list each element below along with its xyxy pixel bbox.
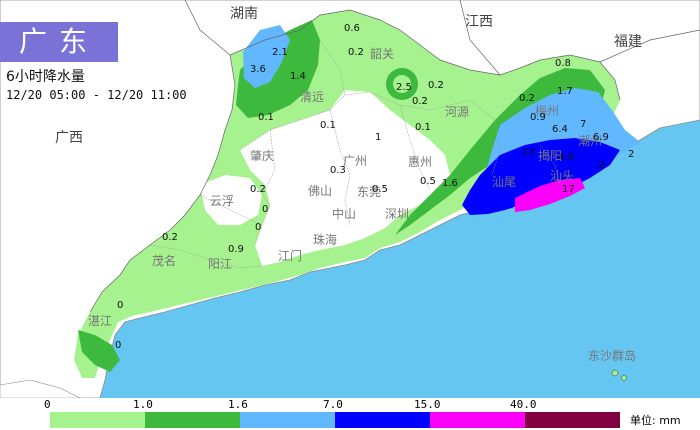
label-jiangmen: 江门 [278, 248, 302, 263]
rain-zone-none-west [200, 175, 262, 225]
label-zhongshan: 中山 [332, 206, 356, 221]
rain-zone-blue-nw [243, 25, 290, 88]
label-dongguan: 东莞 [357, 185, 381, 199]
rain-zone-none [240, 90, 450, 266]
label-shaoguan: 韶关 [370, 46, 394, 61]
rain-zone-medium-sw [78, 330, 120, 372]
label-jiangxi: 江西 [465, 14, 493, 30]
station-value: 13 [522, 147, 535, 158]
label-huizhou: 惠州 [408, 155, 432, 169]
legend-swatch [240, 412, 335, 428]
station-value: 2.1 [272, 47, 288, 58]
station-value: 7 [580, 119, 586, 130]
station-value: 0.2 [428, 80, 444, 91]
station-value: 0.2 [519, 93, 535, 104]
legend-break: 40.0 [510, 398, 537, 411]
station-value: 0.2 [162, 232, 178, 243]
station-value: 6.9 [593, 132, 609, 143]
station-value: 2.5 [396, 82, 412, 93]
station-value: 0.9 [530, 112, 546, 123]
rain-zone-medium [236, 20, 320, 118]
rain-zone-darkblue [462, 138, 620, 215]
label-zhaoqing: 肇庆 [250, 148, 274, 163]
legend-swatch [50, 412, 145, 428]
station-value: 0 [117, 300, 123, 311]
legend-break: 15.0 [414, 398, 441, 411]
station-value: 6.4 [552, 124, 568, 135]
time-range: 12/20 05:00 - 12/20 11:00 [6, 88, 187, 102]
station-value: 0.2 [412, 96, 428, 107]
label-shenzhen: 深圳 [385, 207, 409, 221]
station-value: 4.0 [558, 152, 574, 163]
station-value: 0.8 [555, 58, 571, 69]
label-dongsha: 东沙群岛 [588, 348, 636, 363]
legend: 0 1.0 1.6 7.0 15.0 40.0 单位: mm [0, 398, 700, 430]
station-value: 2 [598, 160, 604, 171]
label-foshan: 佛山 [308, 184, 332, 198]
station-value: 0 [262, 204, 268, 215]
station-value: 0.9 [228, 244, 244, 255]
label-zhuhai: 珠海 [313, 232, 337, 247]
label-guangxi: 广西 [55, 130, 83, 146]
label-jieyang: 揭阳 [538, 148, 562, 163]
station-value: 0 [255, 222, 261, 233]
dongsha-island [621, 375, 627, 381]
label-maoming: 茂名 [152, 253, 176, 268]
station-value: 0.1 [258, 112, 274, 123]
station-value: 0.6 [344, 23, 360, 34]
station-value: 0.5 [372, 184, 388, 195]
station-value: 0.3 [330, 165, 346, 176]
label-heyuan: 河源 [445, 105, 469, 119]
station-value: 0 [115, 340, 121, 351]
island-south [0, 379, 81, 398]
station-value: 17 [562, 184, 575, 195]
station-value: 2 [628, 149, 634, 160]
station-value: 3.6 [250, 64, 266, 75]
label-qingyuan: 清远 [300, 90, 324, 104]
station-value: 0.1 [320, 120, 336, 131]
city-borders [149, 39, 561, 269]
label-yunfu: 云浮 [210, 194, 234, 208]
label-guangzhou: 广州 [343, 154, 367, 168]
station-value: 0.5 [420, 176, 436, 187]
legend-swatch [145, 412, 240, 428]
station-value: 1.4 [290, 71, 306, 82]
rain-zone-magenta [515, 178, 585, 212]
precipitation-map: 湖南 江西 福建 广西 韶关 清远 河源 梅州 肇庆 广州 惠州 揭阳 潮州 佛… [0, 0, 700, 398]
legend-unit: 单位: mm [630, 414, 681, 427]
station-value: 1 [375, 132, 381, 143]
station-value: 1.6 [442, 178, 458, 189]
label-meizhou: 梅州 [535, 103, 559, 118]
station-value: 0.2 [348, 47, 364, 58]
station-value: 0.2 [250, 184, 266, 195]
station-value: 1.7 [557, 86, 573, 97]
map-title: 广东 [0, 22, 118, 62]
label-zhanjiang: 湛江 [88, 314, 112, 328]
station-value: 0.1 [415, 122, 431, 133]
legend-swatch [335, 412, 430, 428]
legend-break: 1.6 [228, 398, 248, 411]
province-borders [89, 0, 700, 313]
legend-swatch [430, 412, 525, 428]
legend-break: 7.0 [323, 398, 343, 411]
map-subtitle: 6小时降水量 [6, 69, 85, 85]
legend-break: 1.0 [133, 398, 153, 411]
legend-break: 0 [44, 398, 51, 411]
label-shanwei: 汕尾 [492, 175, 516, 189]
label-shantou: 汕头 [550, 169, 574, 183]
dongsha-island [611, 369, 619, 377]
label-hunan: 湖南 [230, 6, 258, 22]
label-chaozhou: 潮州 [578, 133, 602, 148]
label-fujian: 福建 [614, 34, 642, 50]
label-yangjiang: 阳江 [208, 257, 232, 271]
legend-swatch [525, 412, 620, 428]
